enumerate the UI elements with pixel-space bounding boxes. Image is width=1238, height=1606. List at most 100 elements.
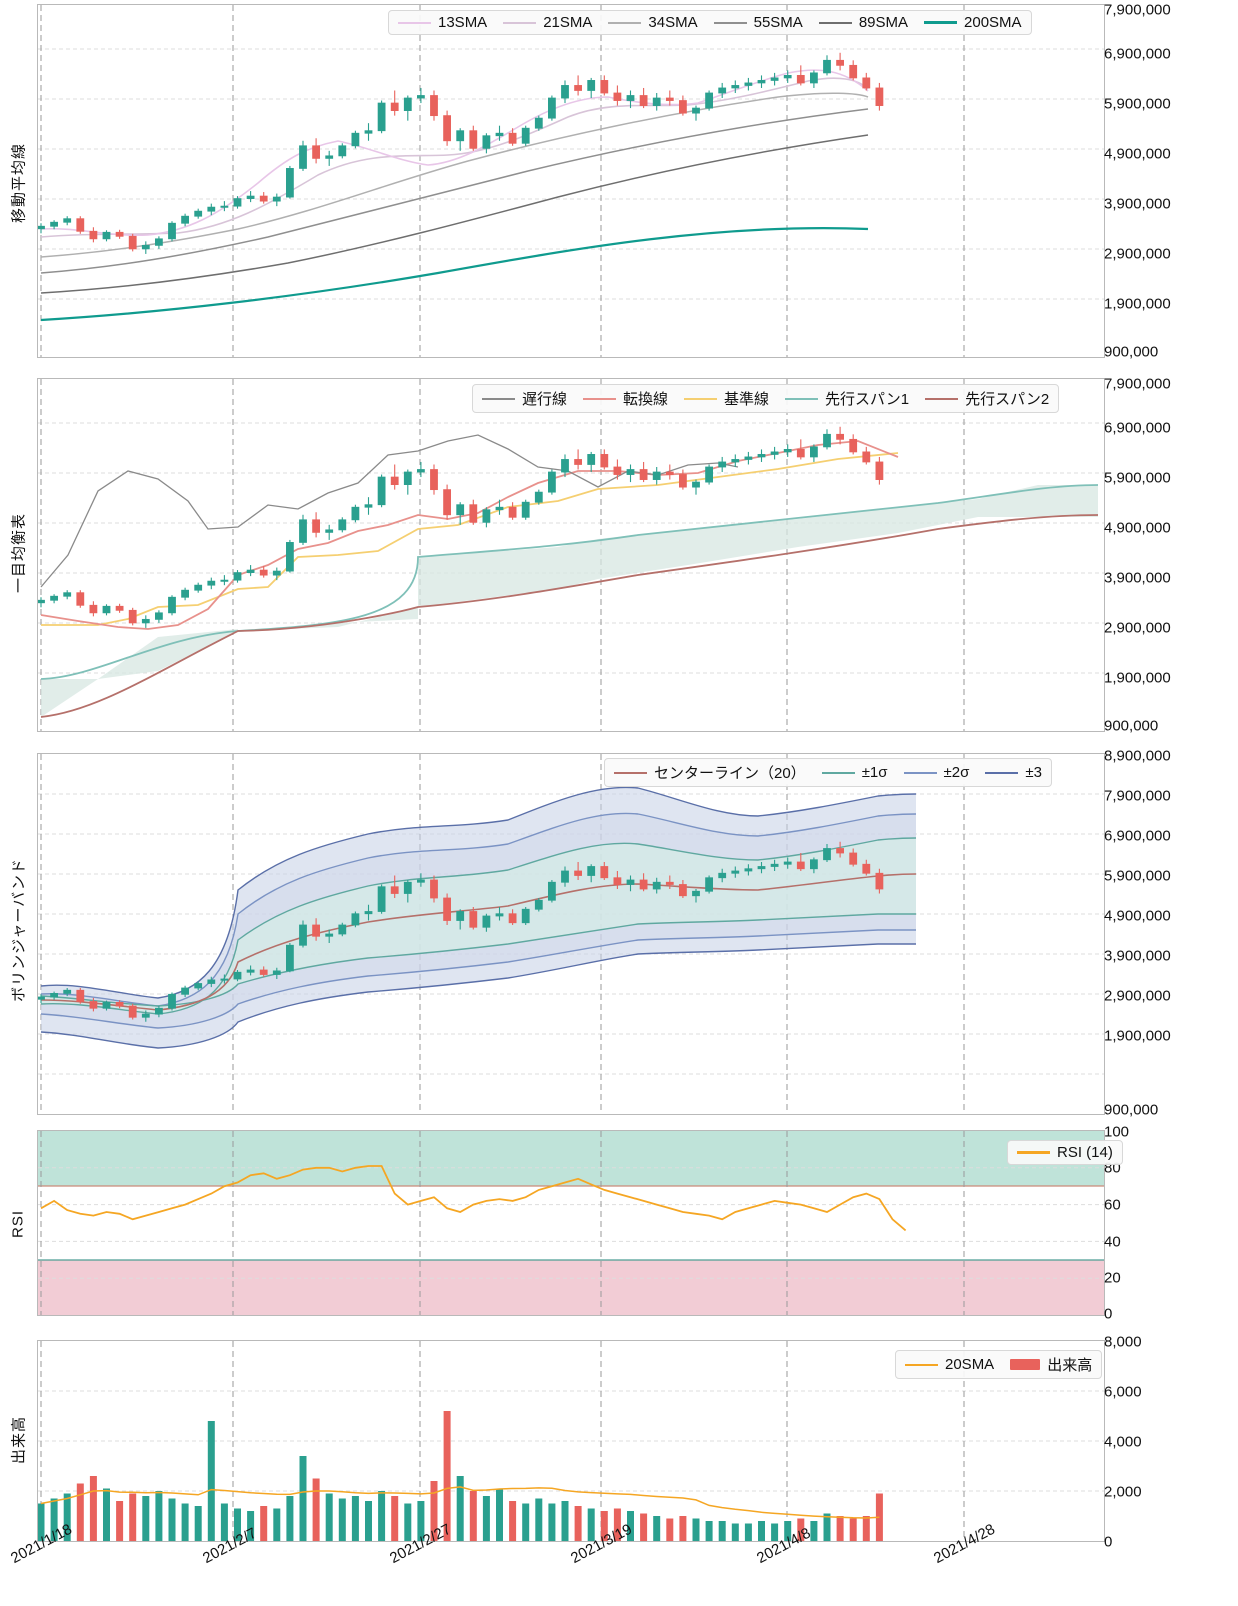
legend-line-volume-sma [905,1363,938,1366]
legend-item-volume-sma: 20SMA [905,1356,994,1373]
panel-rsi-axis-label: RSI [0,1124,36,1324]
panel-sma-axis-label: 移動平均線 [0,0,36,365]
ytick-sma-5: 2,900,000 [1104,245,1171,263]
legend-label-centerline: センターライン（20） [654,765,806,782]
panel-volume-legend: 20SMA 出来高 [895,1350,1103,1379]
legend-item-senkou1: 先行スパン1 [785,388,909,409]
legend-item-chikou: 遅行線 [482,388,567,409]
ytick-sma-0: 7,900,000 [1104,1,1171,19]
legend-label-chikou: 遅行線 [522,391,568,408]
panel-ichimoku-legend: 遅行線 転換線 基準線 先行スパン1 先行スパン2 [472,384,1060,413]
ytick-ichi-0: 7,900,000 [1104,375,1171,393]
legend-item-34sma: 34SMA [608,14,698,31]
panel-volume-svg [38,1341,1104,1541]
ytick-bb-7: 1,900,000 [1104,1027,1171,1045]
volume-sma-line [40,1486,880,1519]
panel-bollinger-label-text: ボリンジャーバンド [10,858,28,1002]
panel-ichimoku-label-text: 一目均衡表 [10,512,28,593]
rsi-oversold-band [38,1260,1104,1315]
legend-label-21sma: 21SMA [543,14,593,31]
ytick-vol-1: 6,000 [1104,1383,1142,1401]
legend-label-rsi: RSI (14) [1057,1144,1113,1161]
legend-item-sigma3: ±3 [985,764,1042,781]
ytick-sma-2: 5,900,000 [1104,95,1171,113]
legend-item-55sma: 55SMA [713,14,803,31]
legend-label-200sma: 200SMA [964,14,1022,31]
legend-item-tenkan: 転換線 [583,388,668,409]
ytick-ichi-4: 3,900,000 [1104,569,1171,587]
legend-line-21sma [503,21,537,24]
panel-sma-plot [37,4,1105,358]
panel-sma-label-text: 移動平均線 [10,142,28,223]
ytick-bb-8: 900,000 [1104,1101,1159,1119]
panel-volume-axis-label: 出来高 [0,1330,36,1550]
legend-item-sigma1: ±1σ [821,764,888,781]
legend-label-volume-sma: 20SMA [945,1356,995,1373]
legend-label-13sma: 13SMA [438,14,488,31]
ytick-rsi-2: 60 [1104,1196,1121,1214]
legend-line-senkou1 [785,397,819,400]
legend-label-senkou2: 先行スパン2 [965,391,1050,408]
ytick-rsi-0: 100 [1104,1123,1130,1141]
panel-volume-label-text: 出来高 [10,1415,28,1465]
legend-item-senkou2: 先行スパン2 [925,388,1049,409]
panel-sma-svg [38,5,1104,357]
rsi-overbought-band [38,1131,1104,1186]
legend-label-sigma3: ±3 [1025,764,1042,781]
ichimoku-candle-series [38,426,884,628]
ytick-bb-6: 2,900,000 [1104,987,1171,1005]
panel-bollinger-plot [37,753,1105,1115]
x-axis-labels: 2021/1/18 2021/2/7 2021/2/27 2021/3/19 2… [0,1521,1238,1606]
ytick-ichi-7: 900,000 [1104,717,1159,735]
ytick-ichi-2: 5,900,000 [1104,469,1171,487]
legend-item-volume: 出来高 [1010,1354,1092,1375]
ytick-rsi-4: 20 [1104,1269,1121,1287]
panel-rsi-plot [37,1130,1105,1316]
ytick-sma-6: 1,900,000 [1104,295,1171,313]
ytick-sma-7: 900,000 [1104,343,1159,361]
ytick-sma-3: 4,900,000 [1104,145,1171,163]
legend-item-21sma: 21SMA [503,14,592,31]
legend-item-kijun: 基準線 [684,388,769,409]
panel-rsi-legend: RSI (14) [1007,1140,1123,1165]
ytick-vol-3: 2,000 [1104,1483,1142,1501]
panel-ichimoku-svg [38,379,1104,731]
legend-line-55sma [713,21,747,24]
panel-ichimoku-plot [37,378,1105,732]
legend-line-sigma2 [903,771,937,774]
panel-volume: 出来高 20SMA 出来高 8,000 6,000 4, [0,1330,1238,1551]
panel-rsi-svg [38,1131,1104,1315]
ytick-rsi-5: 0 [1104,1305,1113,1323]
panel-bollinger: ボリンジャーバンド [0,740,1238,1120]
legend-line-centerline [614,771,647,774]
legend-item-200sma: 200SMA [924,14,1022,31]
legend-line-rsi [1017,1151,1050,1154]
legend-line-senkou2 [925,397,959,400]
ytick-bb-2: 6,900,000 [1104,827,1171,845]
panel-bollinger-legend: センターライン（20） ±1σ ±2σ ±3 [604,758,1052,787]
legend-label-89sma: 89SMA [858,14,909,31]
legend-line-kijun [684,397,718,400]
panel-ichimoku: 一目均衡表 [0,370,1238,735]
ytick-bb-4: 4,900,000 [1104,907,1171,925]
ytick-sma-1: 6,900,000 [1104,45,1171,63]
panel-sma: 移動平均線 [0,0,1238,365]
legend-line-34sma [608,21,642,24]
legend-line-chikou [482,397,515,400]
legend-item-89sma: 89SMA [818,14,909,31]
panel-rsi: RSI RSI (14) 10 [0,1124,1238,1324]
legend-item-13sma: 13SMA [398,14,487,31]
legend-line-tenkan [583,397,617,400]
legend-label-kijun: 基準線 [724,391,770,408]
legend-item-rsi: RSI (14) [1017,1144,1113,1161]
legend-label-senkou1: 先行スパン1 [825,391,910,408]
legend-label-sigma1: ±1σ [861,764,888,781]
volume-bar-series [38,1411,883,1541]
ytick-vol-2: 4,000 [1104,1433,1142,1451]
legend-label-volume: 出来高 [1047,1357,1093,1374]
rsi-line [40,1165,907,1232]
legend-label-55sma: 55SMA [753,14,803,31]
ytick-vol-4: 0 [1104,1533,1113,1551]
bollinger-candle-series [38,841,884,1022]
